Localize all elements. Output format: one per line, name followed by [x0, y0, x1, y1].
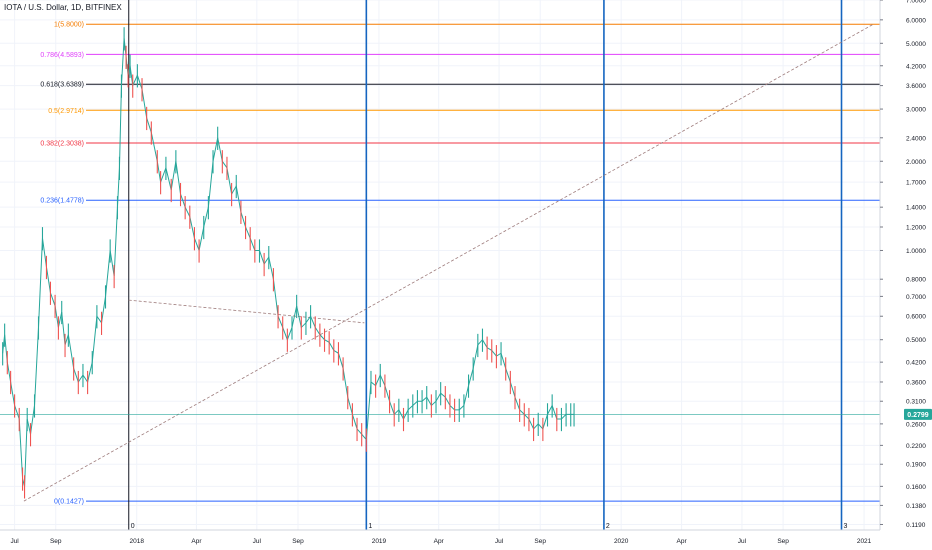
cycle-label: 0 [131, 523, 135, 530]
y-tick-label: 1.0000 [906, 248, 926, 255]
grid-layer [0, 0, 880, 530]
fib-level-label: 0.382(2.3038) [40, 141, 84, 148]
x-tick-label: Apr [677, 538, 688, 545]
y-tick-label: 0.7000 [906, 294, 926, 301]
x-tick-label: 2019 [372, 538, 387, 545]
y-tick-label: 0.2200 [906, 443, 926, 450]
cycle-label: 1 [368, 523, 372, 530]
x-tick-label: 2018 [129, 538, 144, 545]
last-price-label: 0.2799 [907, 412, 929, 419]
x-tick-label: Sep [292, 538, 304, 545]
y-tick-label: 0.3600 [906, 379, 926, 386]
price-series [0, 27, 880, 499]
x-tick-label: Jul [495, 538, 504, 545]
y-tick-label: 4.2000 [906, 63, 926, 70]
y-tick-label: 0.8000 [906, 277, 926, 284]
x-tick-label: 2021 [857, 538, 872, 545]
x-tick-label: Sep [50, 538, 62, 545]
y-tick-label: 5.0000 [906, 41, 926, 48]
fibonacci-retracement[interactable]: 1(5.8000) 0.786(4.5893) 0.618(3.6389) 0.5(2… [40, 22, 880, 506]
fib-level-label: 0.618(3.6389) [40, 82, 84, 89]
fib-level-label: 1(5.8000) [54, 22, 84, 29]
cycle-label: 3 [844, 523, 848, 530]
x-tick-label: Jul [10, 538, 19, 545]
y-tick-label: 2.4000 [906, 135, 926, 142]
y-tick-label: 1.4000 [906, 205, 926, 212]
y-tick-label: 6.0000 [906, 17, 926, 24]
y-tick-label: 2.0000 [906, 159, 926, 166]
trendlines[interactable] [23, 23, 874, 502]
cycle-label: 2 [606, 523, 610, 530]
x-tick-label: Sep [777, 538, 789, 545]
cycle-lines[interactable]: 0 1 2 3 [128, 0, 848, 530]
x-tick-label: Apr [191, 538, 202, 545]
y-tick-label: 0.1900 [906, 462, 926, 469]
fib-level-label: 0(0.1427) [54, 499, 84, 506]
y-tick-label: 0.1600 [906, 484, 926, 491]
y-tick-label: 0.1380 [906, 503, 926, 510]
x-tick-label: Jul [738, 538, 747, 545]
last-price-tag [904, 408, 932, 420]
price-line [2, 38, 575, 487]
y-tick-label: 7.0000 [906, 0, 926, 5]
x-tick-label: Apr [434, 538, 445, 545]
y-tick-label: 0.2600 [906, 421, 926, 428]
x-tick-label: Sep [534, 538, 546, 545]
y-tick-label: 0.5000 [906, 337, 926, 344]
fib-level-label: 0.236(1.4778) [40, 198, 84, 205]
y-tick-label: 3.0000 [906, 107, 926, 114]
x-tick-label: 2020 [614, 538, 629, 545]
fib-level-label: 0.786(4.5893) [40, 52, 84, 59]
y-tick-label: 3.6000 [906, 83, 926, 90]
trendline[interactable] [128, 299, 365, 324]
y-tick-label: 0.6000 [906, 314, 926, 321]
trendline[interactable] [23, 23, 874, 502]
fib-level-label: 0.5(2.9714) [48, 108, 84, 115]
y-tick-label: 1.7000 [906, 180, 926, 187]
y-tick-label: 0.3100 [906, 399, 926, 406]
chart-title: IOTA / U.S. Dollar, 1D, BITFINEX [4, 3, 122, 12]
y-tick-label: 1.2000 [906, 225, 926, 232]
x-tick-label: Jul [253, 538, 262, 545]
y-tick-label: 0.4200 [906, 360, 926, 367]
y-tick-label: 0.1190 [906, 522, 926, 529]
